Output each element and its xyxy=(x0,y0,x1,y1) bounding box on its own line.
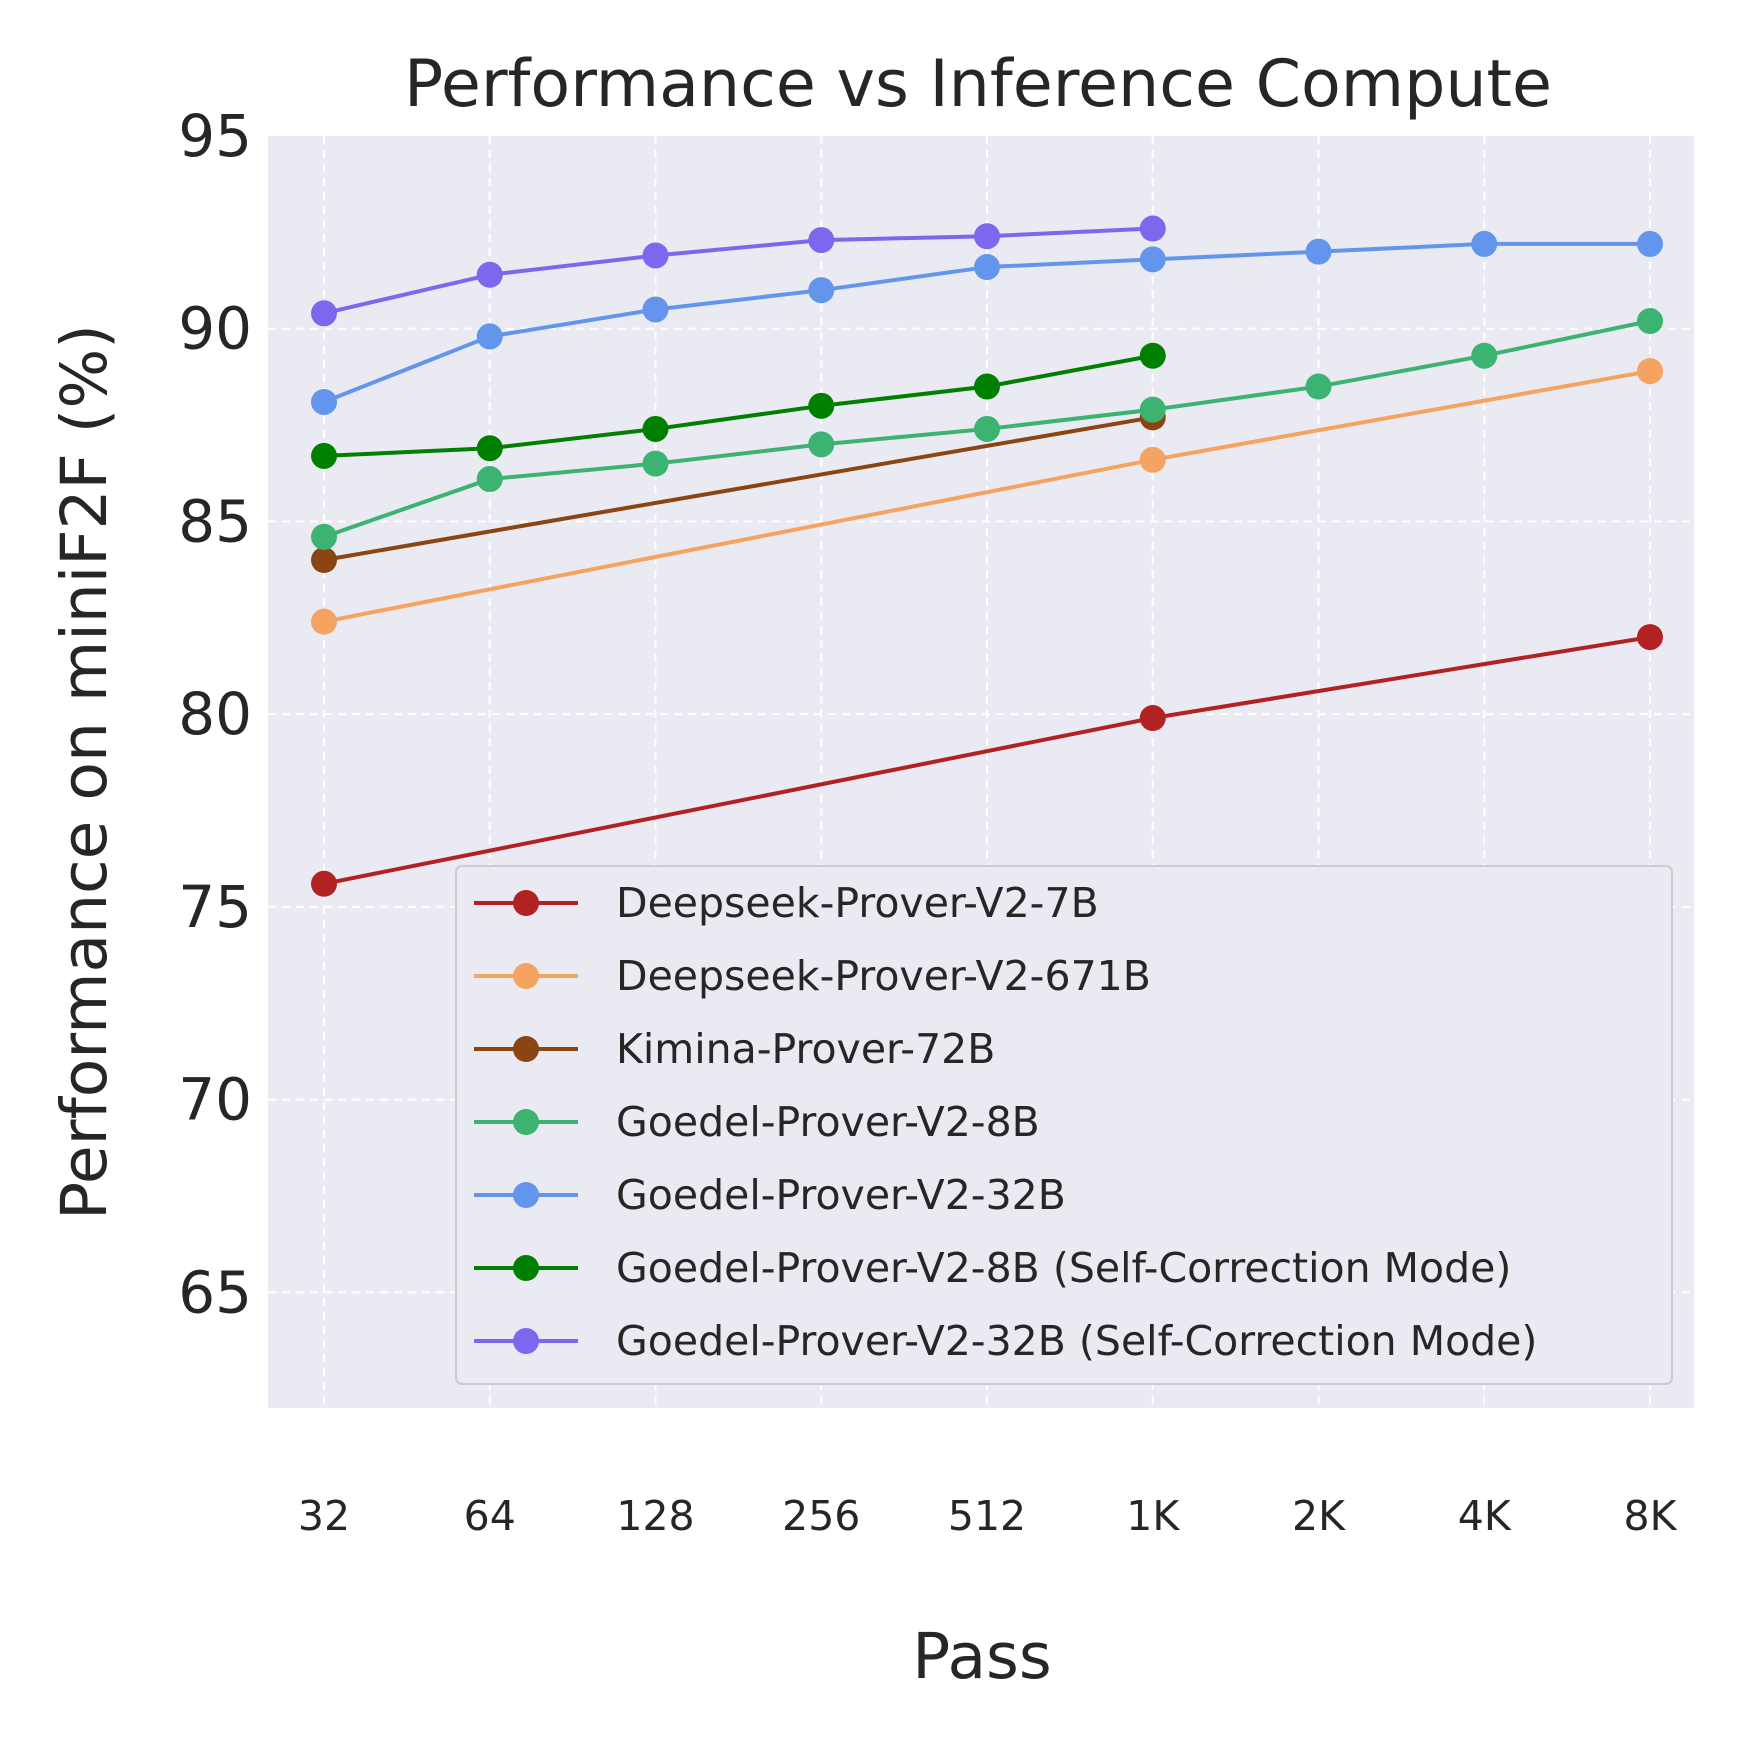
data-point xyxy=(1637,358,1663,385)
data-point xyxy=(476,323,503,350)
data-point xyxy=(1637,624,1663,651)
y-tick-label: 65 xyxy=(178,1258,252,1326)
x-tick-label: 512 xyxy=(948,1492,1026,1540)
x-tick-label: 256 xyxy=(782,1492,860,1540)
data-point xyxy=(808,277,835,304)
legend-marker xyxy=(513,1328,539,1354)
data-point xyxy=(1139,396,1166,423)
legend: Deepseek-Prover-V2-7B Deepseek-Prover-V2-… xyxy=(455,865,1673,1385)
data-point xyxy=(1471,230,1498,257)
data-point xyxy=(476,466,503,493)
data-point xyxy=(974,223,1000,250)
y-tick-label: 80 xyxy=(178,680,252,748)
y-tick-label: 85 xyxy=(178,487,252,555)
data-point xyxy=(808,227,835,254)
legend-item: Goedel-Prover-V2-8B (Self-Correction Mod… xyxy=(474,1244,1511,1292)
legend-marker xyxy=(513,1182,539,1208)
legend-marker xyxy=(513,1036,539,1062)
data-point xyxy=(311,547,337,573)
series-line xyxy=(323,226,1153,316)
y-tick-label: 95 xyxy=(178,102,252,170)
legend-item: Kimina-Prover-72B xyxy=(474,1025,995,1073)
data-point xyxy=(1637,230,1663,257)
legend-label: Goedel-Prover-V2-8B (Self-Correction Mod… xyxy=(616,1244,1511,1292)
data-point xyxy=(642,415,669,442)
legend-label: Goedel-Prover-V2-32B (Self-Correction Mo… xyxy=(616,1317,1537,1365)
data-point xyxy=(1139,215,1166,242)
legend-item: Deepseek-Prover-V2-671B xyxy=(474,952,1151,1000)
legend-label: Goedel-Prover-V2-8B xyxy=(616,1098,1040,1146)
series-lines xyxy=(311,215,1663,897)
legend-label: Deepseek-Prover-V2-7B xyxy=(616,879,1099,927)
legend-marker xyxy=(513,1109,539,1135)
data-point xyxy=(476,261,503,288)
legend-label: Deepseek-Prover-V2-671B xyxy=(616,952,1151,1000)
y-tick-label: 70 xyxy=(178,1066,252,1134)
data-point xyxy=(1305,238,1332,265)
data-point xyxy=(808,392,835,419)
legend-label: Goedel-Prover-V2-32B xyxy=(616,1171,1066,1219)
x-tick-label: 2K xyxy=(1292,1492,1346,1540)
legend-marker xyxy=(513,963,539,989)
data-point xyxy=(1637,308,1663,335)
series-line xyxy=(323,415,1154,562)
legend-item: Goedel-Prover-V2-8B xyxy=(474,1098,1040,1146)
data-point xyxy=(311,300,337,327)
data-point xyxy=(311,442,337,469)
data-point xyxy=(476,435,503,462)
x-tick-label: 64 xyxy=(464,1492,516,1540)
legend-item: Deepseek-Prover-V2-7B xyxy=(474,879,1099,927)
data-point xyxy=(808,431,835,458)
data-point xyxy=(311,870,337,897)
y-axis-label: Performance on miniF2F (%) xyxy=(48,324,121,1220)
series-3 xyxy=(311,308,1663,550)
data-point xyxy=(1139,446,1166,473)
data-point xyxy=(1139,342,1166,369)
data-point xyxy=(1305,373,1332,400)
series-6 xyxy=(311,215,1166,327)
x-tick-label: 32 xyxy=(298,1492,350,1540)
x-tick-label: 4K xyxy=(1458,1492,1512,1540)
data-point xyxy=(311,388,337,415)
series-line xyxy=(323,353,1154,458)
data-point xyxy=(974,254,1000,281)
y-tick-label: 75 xyxy=(178,873,252,941)
legend-box xyxy=(455,865,1673,1385)
data-point xyxy=(1139,705,1166,732)
x-tick-label: 8K xyxy=(1624,1492,1678,1540)
data-point xyxy=(311,608,337,635)
data-point xyxy=(642,450,669,477)
legend-label: Kimina-Prover-72B xyxy=(616,1025,995,1073)
x-axis-ticks: 32 64 128 256 512 1K 2K 4K 8K xyxy=(298,1492,1678,1540)
legend-item: Goedel-Prover-V2-32B xyxy=(474,1171,1066,1219)
series-1 xyxy=(311,358,1663,635)
x-tick-label: 128 xyxy=(616,1492,694,1540)
legend-item: Goedel-Prover-V2-32B (Self-Correction Mo… xyxy=(474,1317,1537,1365)
series-5 xyxy=(311,342,1166,469)
data-point xyxy=(1471,342,1498,369)
data-point xyxy=(642,242,669,269)
series-4 xyxy=(311,230,1663,415)
data-point xyxy=(1139,246,1166,273)
legend-marker xyxy=(513,890,539,916)
data-point xyxy=(974,415,1000,442)
data-point xyxy=(311,523,337,550)
x-tick-label: 1K xyxy=(1126,1492,1180,1540)
y-axis-ticks: 65 70 75 80 85 90 95 xyxy=(178,102,252,1326)
y-tick-label: 90 xyxy=(178,295,252,363)
data-point xyxy=(642,296,669,323)
x-axis-label: Pass xyxy=(912,1620,1051,1693)
series-0 xyxy=(311,624,1663,897)
data-point xyxy=(974,373,1000,400)
chart-title: Performance vs Inference Compute xyxy=(404,47,1552,122)
legend-marker xyxy=(513,1255,539,1281)
